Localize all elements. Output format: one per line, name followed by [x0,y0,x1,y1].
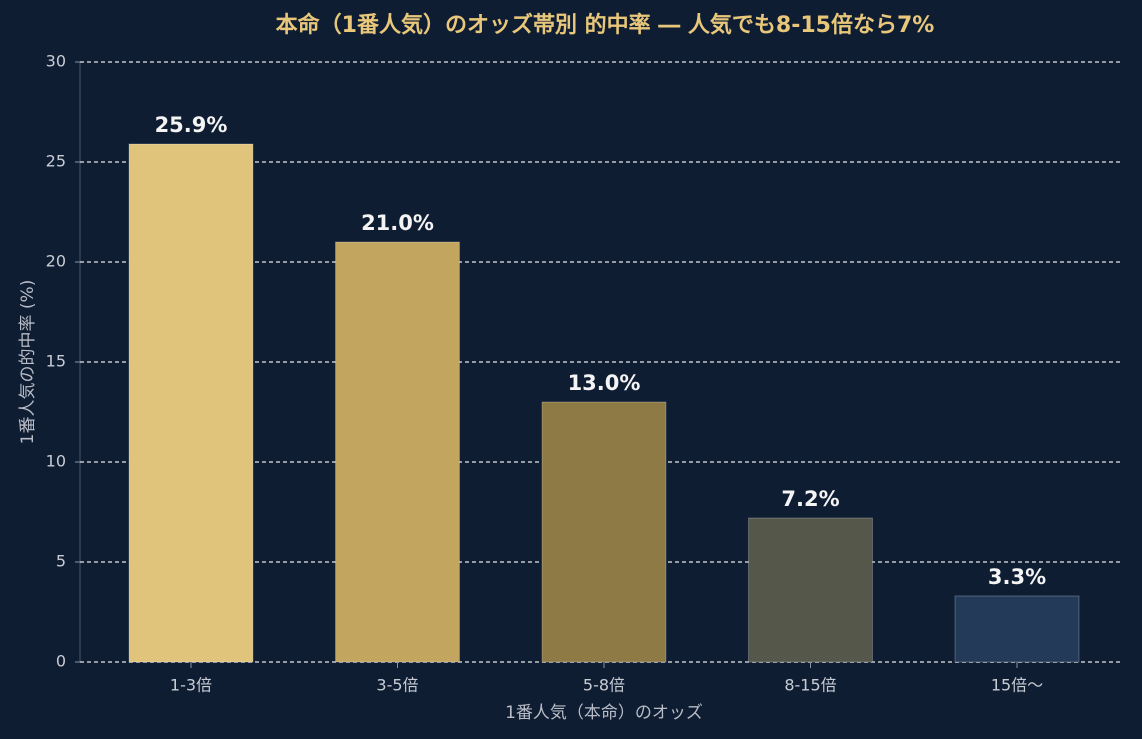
bar [748,517,873,663]
chart-title: 本命（1番人気）のオッズ帯別 的中率 ― 人気でも8-15倍なら7% [276,12,935,38]
y-tick-label: 20 [46,252,66,271]
y-tick-label: 0 [56,652,66,671]
value-label: 7.2% [781,487,839,511]
y-tick-label: 5 [56,552,66,571]
bar [541,401,667,663]
x-tick-label: 1-3倍 [170,676,212,695]
bar [954,595,1080,663]
y-tick-label: 30 [46,52,66,71]
y-axis-title: 1番人気の的中率 (%) [18,280,38,445]
y-tick-label: 10 [46,452,66,471]
bar [128,143,254,663]
x-tick-label: 5-8倍 [583,676,625,695]
y-tick-label: 15 [46,352,66,371]
x-axis-title: 1番人気（本命）のオッズ [505,703,703,723]
x-tick-label: 8-15倍 [784,676,836,695]
bar [335,241,460,663]
y-tick-label: 25 [46,152,66,171]
value-label: 13.0% [568,371,641,395]
value-label: 3.3% [988,565,1046,589]
value-label: 25.9% [155,113,228,137]
x-tick-label: 3-5倍 [376,676,418,695]
value-label: 21.0% [361,211,434,235]
x-tick-label: 15倍〜 [991,676,1043,695]
